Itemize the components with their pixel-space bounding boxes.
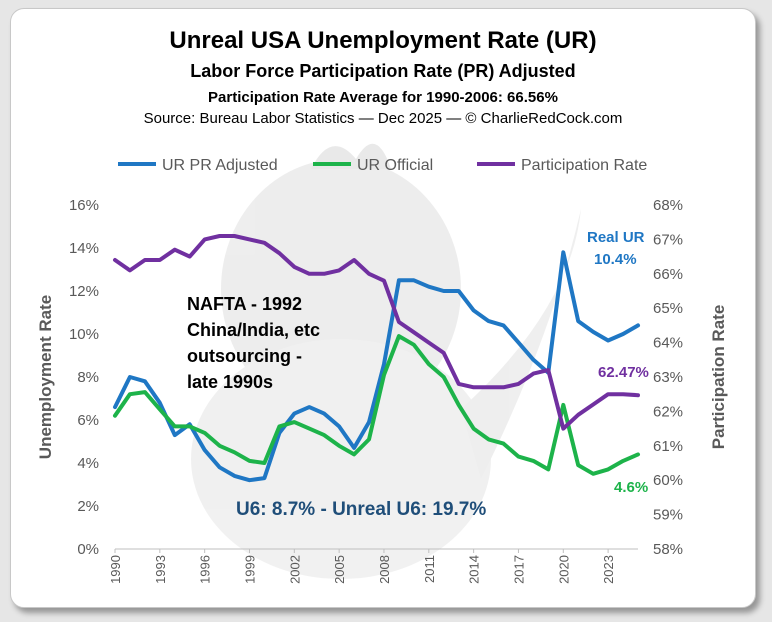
y-left-tick-label: 12% (69, 283, 99, 300)
nafta-line-3: outsourcing - (187, 346, 302, 366)
y-right-tick-label: 66% (653, 266, 683, 283)
y-right-tick-label: 60% (653, 472, 683, 489)
x-tick-label: 1993 (153, 555, 168, 584)
y-left-tick-label: 10% (69, 326, 99, 343)
series-line-ur-official (113, 334, 640, 476)
nafta-line-2: China/India, etc (187, 320, 321, 340)
y-right-tick-label: 58% (653, 541, 683, 558)
y-left-tick-label: 0% (77, 541, 99, 558)
real-ur-value: 10.4% (594, 251, 637, 268)
x-tick-label: 2002 (287, 555, 302, 584)
y-right-tick-label: 65% (653, 300, 683, 317)
y-left-tick-label: 4% (77, 455, 99, 472)
y-right-tick-label: 67% (653, 231, 683, 248)
y-right-tick-label: 61% (653, 438, 683, 455)
official-value-label: 4.6% (614, 479, 649, 496)
real-ur-label: Real UR (587, 229, 645, 246)
x-tick-label: 1996 (198, 555, 213, 584)
x-tick-label: 2020 (556, 555, 571, 584)
series-line-ur-pr-adjusted (113, 250, 640, 483)
nafta-line-4: late 1990s (187, 372, 274, 392)
nafta-annotation: NAFTA - 1992 China/India, etc outsourcin… (187, 291, 320, 395)
chart-frame: Unreal USA Unemployment Rate (UR) Labor … (10, 8, 756, 608)
chart-source: Source: Bureau Labor Statistics — Dec 20… (143, 110, 623, 127)
y-left-tick-label: 8% (77, 369, 99, 386)
legend-label: Participation Rate (521, 157, 647, 174)
x-tick-label: 1999 (242, 555, 257, 584)
y-right-axis-label: Participation Rate (709, 305, 728, 450)
y-right-tick-label: 59% (653, 507, 683, 524)
y-left-tick-label: 14% (69, 240, 99, 257)
x-tick-label: 2014 (467, 555, 482, 584)
y-right-tick-label: 63% (653, 369, 683, 386)
chart-note: Participation Rate Average for 1990-2006… (208, 89, 558, 106)
nafta-line-1: NAFTA - 1992 (187, 294, 303, 314)
x-tick-label: 1990 (108, 555, 123, 584)
u6-annotation: U6: 8.7% - Unreal U6: 19.7% (236, 499, 487, 520)
legend-label: UR Official (357, 157, 433, 174)
y-left-axis-label: Unemployment Rate (36, 295, 55, 459)
series-lines (113, 234, 640, 483)
y-left-tick-label: 2% (77, 498, 99, 515)
x-tick-label: 2005 (332, 555, 347, 584)
chart-svg: 0% 2% 4% 6% 8% 10% 12% 14% 16% 58% 59% 60% 61% 62% 63%… (36, 143, 728, 584)
y-right-tick-label: 62% (653, 403, 683, 420)
x-tick-label: 2017 (511, 555, 526, 584)
x-tick-label: 2008 (377, 555, 392, 584)
series-line-participation-rate (113, 234, 640, 431)
x-tick-label: 2023 (601, 555, 616, 584)
y-right-tick-label: 68% (653, 197, 683, 214)
pr-value-label: 62.47% (598, 364, 649, 381)
legend: UR PR Adjusted UR Official Participation R… (118, 157, 647, 174)
chart-title: Unreal USA Unemployment Rate (UR) (169, 27, 597, 54)
y-right-tick-label: 64% (653, 335, 683, 352)
chart-subtitle: Labor Force Participation Rate (PR) Adju… (190, 61, 576, 81)
y-left-tick-label: 16% (69, 197, 99, 214)
y-left-tick-label: 6% (77, 412, 99, 429)
x-tick-label: 2011 (422, 555, 437, 583)
legend-label: UR PR Adjusted (162, 157, 278, 174)
axes: 0% 2% 4% 6% 8% 10% 12% 14% 16% 58% 59% 60% 61% 62% 63%… (36, 197, 728, 584)
